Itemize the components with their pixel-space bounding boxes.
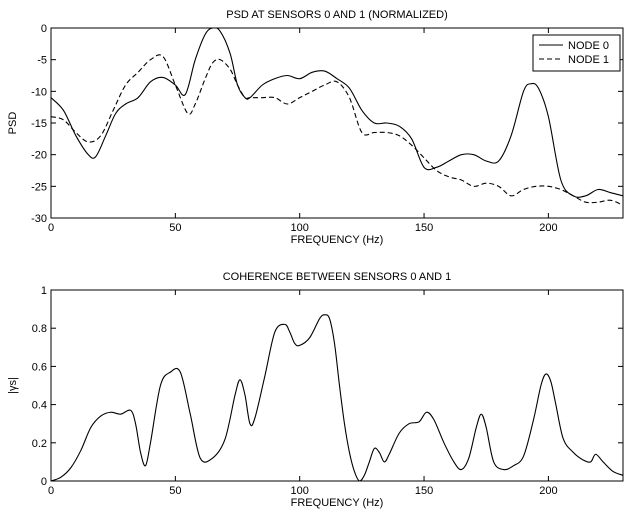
coherence-axes-frame [50,289,624,482]
coherence-xtick-label: 100 [291,485,309,497]
psd-ytick-label: 0 [41,23,47,35]
psd-xaxis-label: FREQUENCY (Hz) [291,234,384,246]
coherence-ytick-label: 0 [41,476,47,488]
coherence-ytick-label: 0.4 [32,400,47,412]
psd-title: PSD AT SENSORS 0 AND 1 (NORMALIZED) [226,9,447,21]
coherence-ytick-label: 0.2 [32,438,47,450]
coherence-ytick-label: 0.8 [32,323,47,335]
coherence-series-1-line [51,314,623,481]
psd-ytick-label: -10 [31,86,47,98]
psd-ytick-label: -25 [31,181,47,193]
psd-ytick-label: -30 [31,213,47,225]
psd-legend-label: NODE 0 [568,40,609,52]
psd-yaxis-label: PSD [7,112,19,135]
psd-legend-box [532,34,621,72]
coherence-xtick-label: 50 [169,485,181,497]
psd-xtick-label: 100 [291,222,309,234]
psd-xtick-label: 150 [415,222,433,234]
coherence-xtick-label: 150 [415,485,433,497]
psd-legend: NODE 0 NODE 1 [532,34,621,72]
coherence-chart: COHERENCE BETWEEN SENSORS 0 AND 1 0 50 100 1… [7,271,624,509]
psd-chart: PSD AT SENSORS 0 AND 1 (NORMALIZED) 0 50 10… [7,9,624,246]
psd-legend-label: NODE 1 [568,54,609,66]
psd-series-node-1-line [51,54,623,206]
psd-ytick-label: -15 [31,118,47,130]
coherence-yaxis-label: |γs| [7,377,19,394]
psd-xtick-label: 0 [48,222,54,234]
coherence-xtick-label: 0 [48,485,54,497]
psd-ytick-label: -5 [37,55,47,67]
psd-xtick-label: 50 [169,222,181,234]
coherence-xtick-label: 200 [539,485,557,497]
psd-axes-frame [50,27,624,219]
coherence-title: COHERENCE BETWEEN SENSORS 0 AND 1 [223,271,452,283]
psd-ytick-label: -20 [31,150,47,162]
coherence-ytick-label: 0.6 [32,361,47,373]
psd-series-node-0-line [51,28,623,198]
coherence-ytick-label: 1 [41,285,47,297]
coherence-xaxis-label: FREQUENCY (Hz) [291,497,384,509]
psd-xtick-label: 200 [539,222,557,234]
